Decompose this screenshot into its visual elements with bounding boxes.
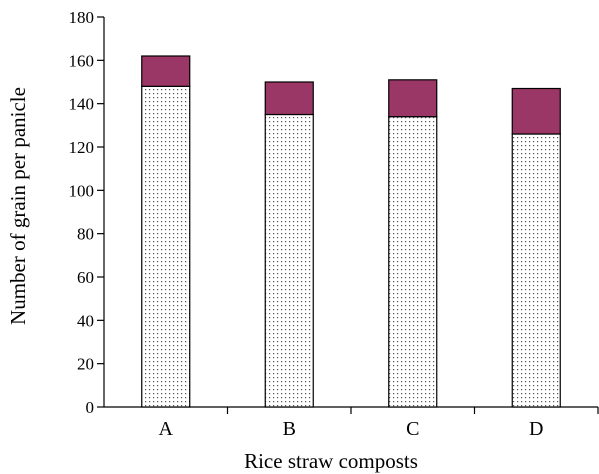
y-tick-label: 60 <box>77 268 94 287</box>
bar-segment-base <box>511 133 561 408</box>
y-tick-label: 20 <box>77 355 94 374</box>
plot-area: 0 20 40 60 80 100 120 140 160 180 A B C D <box>69 8 599 440</box>
bar-segment-base <box>264 113 314 408</box>
y-tick-label: 100 <box>69 181 95 200</box>
bar-segment-top <box>388 79 438 118</box>
bar-segment-base <box>141 85 191 408</box>
y-tick-label: 0 <box>86 398 95 417</box>
y-axis-label: Number of grain per panicle <box>6 87 30 325</box>
y-tick-label: 160 <box>69 51 95 70</box>
y-tick-label: 80 <box>77 225 94 244</box>
x-axis-label: Rice straw composts <box>244 449 418 473</box>
x-tick-label: B <box>283 418 296 440</box>
x-tick-label: A <box>159 418 174 440</box>
y-tick-label: 180 <box>69 8 95 27</box>
bar-segment-base <box>388 116 438 408</box>
bar-segment-top <box>264 81 314 116</box>
y-tick-label: 140 <box>69 95 95 114</box>
y-tick-label: 40 <box>77 311 94 330</box>
x-tick-label: C <box>406 418 419 440</box>
bar-segment-top <box>511 87 561 135</box>
y-tick-label: 120 <box>69 138 95 157</box>
bar-segment-top <box>141 55 191 87</box>
x-tick-label: D <box>529 418 543 440</box>
